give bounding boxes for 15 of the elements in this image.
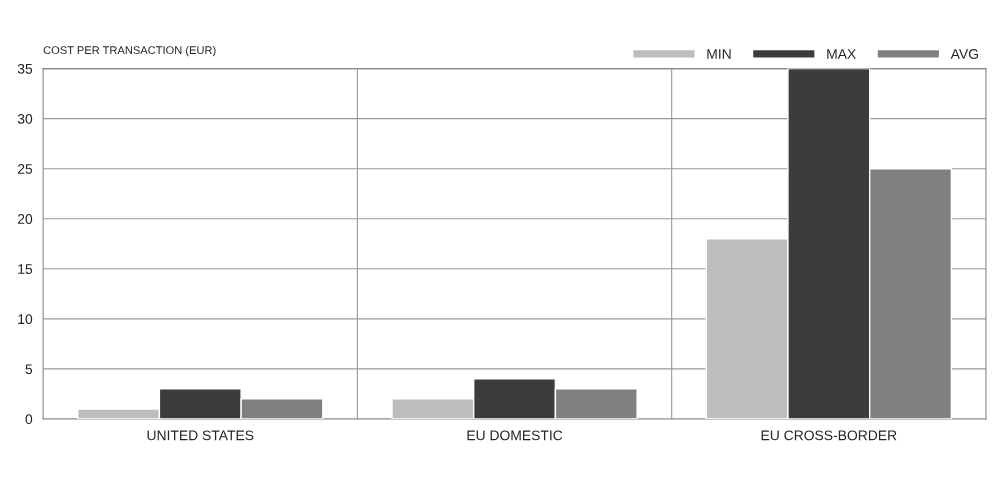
x-tick-label: EU DOMESTIC (467, 430, 563, 441)
y-tick-label: 15 (18, 264, 33, 274)
y-tick-label: 10 (18, 314, 33, 325)
y-axis-title: COST PER TRANSACTION (EUR) (43, 45, 216, 57)
y-tick-label: 0 (25, 414, 33, 425)
y-tick-label: 35 (17, 63, 33, 74)
legend-label: AVG (950, 49, 978, 59)
legend-label: MIN (707, 49, 731, 59)
y-tick-label: 25 (17, 164, 33, 174)
x-tick-label: UNITED STATES (147, 430, 254, 441)
y-tick-label: 30 (17, 113, 33, 124)
x-tick-label: EU CROSS-BORDER (761, 430, 897, 441)
legend-label: MAX (827, 49, 856, 59)
y-tick-label: 20 (17, 214, 33, 224)
y-tick-label: 5 (25, 364, 33, 375)
